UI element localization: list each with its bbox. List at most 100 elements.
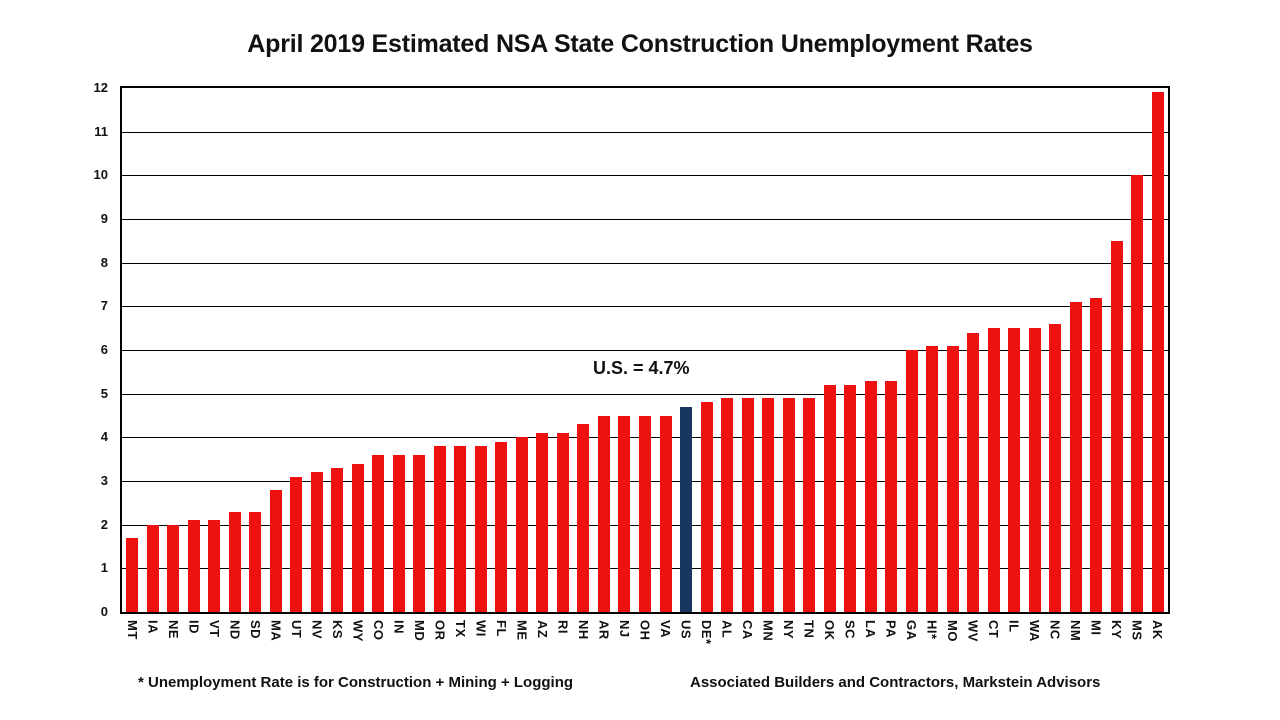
bar-CT	[987, 328, 1000, 612]
x-axis-label-TN: TN	[801, 620, 817, 639]
x-axis-label-OK: OK	[822, 620, 838, 641]
x-axis-label-MO: MO	[945, 620, 961, 642]
x-axis-label-NY: NY	[781, 620, 797, 640]
x-axis-label-CT: CT	[986, 620, 1002, 639]
x-axis-label-AK: AK	[1150, 620, 1166, 640]
bar-OR	[433, 446, 446, 612]
bar-SC	[844, 384, 857, 612]
x-axis-label-CA: CA	[740, 620, 756, 640]
gridline-10	[122, 175, 1168, 177]
x-axis-label-AZ: AZ	[534, 620, 550, 639]
gridline-11	[122, 131, 1168, 133]
x-axis-label-PA: PA	[883, 620, 899, 639]
bar-DE	[700, 402, 713, 612]
x-axis-label-WV: WV	[965, 620, 981, 642]
gridline-9	[122, 219, 1168, 220]
x-axis-label-VA: VA	[658, 620, 673, 639]
bar-MS	[1131, 175, 1144, 612]
bar-MO	[946, 345, 959, 612]
bar-ME	[515, 437, 528, 612]
x-axis-label-MT: MT	[124, 620, 140, 640]
y-axis-label-11: 11	[94, 123, 108, 139]
y-axis-label-7: 7	[100, 298, 108, 314]
bar-US	[680, 406, 693, 612]
y-axis-label-0: 0	[100, 604, 108, 619]
bar-IN	[392, 454, 405, 612]
gridline-5	[122, 393, 1168, 395]
bar-HI	[926, 345, 939, 612]
x-axis-label-IN: IN	[391, 620, 407, 634]
bar-MN	[762, 398, 775, 612]
bar-NH	[577, 424, 590, 612]
x-axis-label-OH: OH	[637, 620, 653, 641]
bar-IA	[146, 524, 159, 612]
bar-CA	[741, 398, 754, 612]
bar-NC	[1049, 323, 1062, 612]
x-axis-label-WI: WI	[473, 620, 489, 637]
y-axis-label-6: 6	[100, 342, 108, 357]
bar-MT	[126, 537, 139, 612]
bar-PA	[885, 380, 898, 612]
bar-MD	[413, 454, 426, 612]
x-axis-label-NH: NH	[575, 620, 591, 640]
bar-OH	[639, 415, 651, 612]
x-axis-label-NC: NC	[1047, 620, 1063, 640]
x-axis-label-MN: MN	[760, 620, 776, 642]
x-axis-label-AL: AL	[719, 620, 735, 639]
x-axis-label-KS: KS	[329, 620, 345, 640]
x-axis-label-SD: SD	[247, 620, 263, 640]
y-axis-label-1: 1	[100, 560, 108, 576]
bar-NJ	[618, 415, 631, 612]
x-axis-label-GA: GA	[904, 620, 920, 641]
gridline-7	[122, 306, 1168, 308]
y-axis-label-2: 2	[100, 516, 108, 532]
bar-GA	[905, 350, 918, 612]
y-axis-label-9: 9	[100, 211, 108, 226]
chart-title: April 2019 Estimated NSA State Construct…	[247, 30, 1033, 58]
x-axis-label-DE: DE*	[699, 620, 715, 645]
x-axis-label-IA: IA	[145, 620, 161, 634]
bar-AL	[721, 398, 734, 612]
bar-VT	[208, 520, 221, 612]
y-axis-label-5: 5	[100, 385, 108, 401]
bar-TN	[803, 398, 816, 612]
bar-ND	[228, 511, 241, 612]
x-axis-label-NM: NM	[1068, 620, 1084, 642]
bar-NE	[167, 524, 180, 612]
gridline-6	[122, 350, 1168, 351]
x-axis-label-ID: ID	[186, 620, 202, 634]
x-axis-label-MA: MA	[268, 620, 284, 642]
bar-NV	[310, 472, 323, 612]
bar-LA	[864, 380, 877, 612]
bar-NY	[782, 398, 795, 612]
us-rate-annotation: U.S. = 4.7%	[593, 358, 690, 378]
bar-AZ	[536, 432, 549, 612]
x-axis-label-CO: CO	[370, 620, 386, 641]
x-axis-label-MD: MD	[411, 620, 427, 642]
bar-WY	[351, 463, 364, 612]
bar-WV	[967, 332, 980, 612]
bar-TX	[454, 446, 467, 612]
bar-IL	[1008, 328, 1021, 612]
x-axis-label-UT: UT	[288, 620, 304, 639]
x-axis-label-KY: KY	[1109, 620, 1125, 640]
x-axis-label-TX: TX	[452, 620, 468, 638]
bar-UT	[290, 476, 303, 612]
footnote-construction-mining-logging: * Unemployment Rate is for Construction …	[138, 674, 574, 691]
plot-area	[120, 86, 1170, 614]
x-axis-label-VT: VT	[206, 620, 222, 638]
bar-CO	[372, 454, 385, 612]
x-axis-label-US: US	[678, 620, 694, 640]
bar-AR	[597, 415, 610, 612]
y-axis-label-3: 3	[100, 473, 108, 488]
source-attribution: Associated Builders and Contractors, Mar…	[690, 674, 1101, 691]
bar-MA	[269, 489, 282, 612]
bar-OK	[823, 384, 836, 612]
y-axis-label-10: 10	[93, 167, 108, 183]
bar-KY	[1110, 240, 1123, 612]
x-axis-label-NJ: NJ	[616, 620, 632, 638]
x-axis-label-WA: WA	[1027, 620, 1043, 642]
x-axis-label-NV: NV	[309, 620, 325, 640]
x-axis-label-ME: ME	[514, 620, 530, 641]
bar-NM	[1069, 301, 1082, 612]
